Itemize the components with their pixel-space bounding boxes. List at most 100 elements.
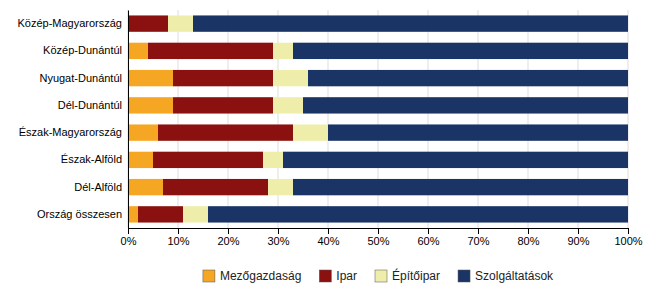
tick: 90% (567, 228, 589, 247)
legend-label: Mezőgazdaság (220, 269, 301, 283)
bar (183, 206, 208, 222)
grid-line (128, 10, 129, 228)
tick-label: 90% (567, 235, 589, 247)
legend: Mezőgazdaság Ipar Építőipar Szolgáltatások (203, 268, 554, 283)
tick-label: Észak-Alföld (61, 153, 122, 165)
tick-mark (178, 228, 179, 234)
legend-item: Mezőgazdaság (203, 269, 301, 283)
bar (263, 152, 283, 168)
axis-line (128, 11, 129, 229)
legend-item: Szolgáltatások (458, 269, 554, 283)
tick-label: 0% (121, 235, 137, 247)
axis-line (129, 229, 629, 235)
tick-label: Észak-Magyarország (19, 126, 122, 138)
tick: Ország összesen (37, 208, 122, 220)
bar (208, 206, 628, 222)
legend-swatch (375, 270, 387, 282)
tick-label: 30% (267, 235, 289, 247)
bar (293, 124, 328, 140)
tick-label: Nyugat-Dunántúl (39, 72, 122, 84)
tick-label: Dél-Dunántúl (58, 99, 122, 111)
bar (128, 70, 173, 86)
tick: Észak-Alföld (61, 153, 122, 165)
tick-label: 20% (217, 235, 239, 247)
bar (173, 70, 273, 86)
tick-label: Ország összesen (37, 208, 122, 220)
tick-mark (278, 228, 279, 234)
bar (273, 43, 293, 59)
bar (268, 179, 293, 195)
tick: Közép-Magyarország (17, 17, 122, 29)
tick-label: 80% (517, 235, 539, 247)
bar (138, 206, 183, 222)
grid (128, 10, 628, 228)
bar (168, 15, 193, 31)
legend-swatch (458, 270, 470, 282)
tick: 20% (217, 228, 239, 247)
tick-label: 100% (614, 235, 642, 247)
bar (293, 43, 628, 59)
bar (128, 179, 163, 195)
bar (128, 206, 138, 222)
legend-label: Szolgáltatások (475, 269, 554, 283)
bar (148, 43, 273, 59)
tick-mark (428, 228, 429, 234)
tick-label: Közép-Dunántúl (43, 44, 122, 56)
tick-mark (628, 228, 629, 234)
series (128, 15, 293, 222)
tick-label: 70% (467, 235, 489, 247)
bar (158, 124, 293, 140)
tick-label: 50% (367, 235, 389, 247)
bars (128, 15, 628, 222)
tick-mark (478, 228, 479, 234)
legend-item: Ipar (319, 269, 357, 283)
tick-mark (328, 228, 329, 234)
bar (308, 70, 628, 86)
tick-label: 60% (417, 235, 439, 247)
tick-mark (378, 228, 379, 234)
tick: Nyugat-Dunántúl (39, 72, 122, 84)
bar (273, 70, 308, 86)
tick-mark (228, 228, 229, 234)
tick: 30% (267, 228, 289, 247)
legend-swatch (319, 270, 331, 282)
x-axis: 0% 10% 20% 30% 40% 50% 60% 70% 80% 90% 100% (121, 228, 643, 247)
bar (293, 179, 628, 195)
legend-swatch (203, 270, 215, 282)
bar (328, 124, 628, 140)
bar (283, 152, 628, 168)
bar (163, 179, 268, 195)
tick: 80% (517, 228, 539, 247)
tick: 70% (467, 228, 489, 247)
plot: 0% 10% 20% 30% 40% 50% 60% 70% 80% 90% 100% Közép-M… (17, 10, 642, 247)
legend-label: Építőipar (392, 268, 440, 283)
tick: 40% (317, 228, 339, 247)
tick: 10% (167, 228, 189, 247)
tick: Dél-Alföld (74, 181, 122, 193)
tick: Észak-Magyarország (19, 126, 122, 138)
bar (303, 97, 628, 113)
bar (273, 97, 303, 113)
bar (128, 15, 168, 31)
tick: 0% (121, 228, 137, 247)
legend-label: Ipar (336, 269, 357, 283)
y-axis: Közép-Magyarország Közép-Dunántúl Nyugat-D… (17, 11, 128, 229)
legend-item: Építőipar (375, 268, 440, 283)
tick-mark (128, 228, 129, 234)
bar (128, 152, 153, 168)
bar (128, 97, 173, 113)
tick-label: 40% (317, 235, 339, 247)
bar (153, 152, 263, 168)
bar (128, 43, 148, 59)
tick-label: Dél-Alföld (74, 181, 122, 193)
tick: 50% (367, 228, 389, 247)
series (193, 15, 628, 222)
chart-container: 0% 10% 20% 30% 40% 50% 60% 70% 80% 90% 100% Közép-M… (0, 0, 650, 292)
tick-label: Közép-Magyarország (17, 17, 122, 29)
tick-label: 10% (167, 235, 189, 247)
tick-mark (528, 228, 529, 234)
chart: 0% 10% 20% 30% 40% 50% 60% 70% 80% 90% 100% Közép-M… (0, 0, 650, 292)
tick: 60% (417, 228, 439, 247)
tick-mark (578, 228, 579, 234)
bar (173, 97, 273, 113)
